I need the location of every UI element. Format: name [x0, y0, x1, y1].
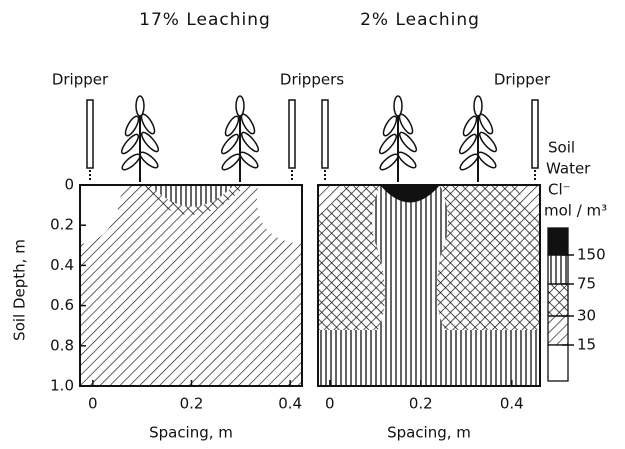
y-tick-label: 0.8: [50, 336, 74, 354]
decorations: [87, 96, 538, 182]
regions-right: [318, 185, 540, 386]
legend-title: Cl⁻: [548, 181, 571, 199]
annotation: Dripper: [52, 71, 109, 89]
x-tick-label: 0.2: [409, 395, 433, 413]
y-tick-label: 0: [64, 176, 74, 194]
x-axis-label: Spacing, m: [387, 424, 471, 442]
panel-title: 2% Leaching: [360, 10, 480, 30]
legend-tick-label: 150: [577, 246, 606, 264]
y-tick-label: 0.6: [50, 296, 74, 314]
legend-tick-label: 75: [577, 275, 596, 293]
x-tick-label: 0: [88, 395, 98, 413]
regions-left: [80, 185, 302, 386]
legend-tick-label: 30: [577, 307, 596, 325]
y-tick-label: 0.2: [50, 216, 74, 234]
x-axis-label: Spacing, m: [149, 424, 233, 442]
y-axis-label: Soil Depth, m: [11, 239, 29, 341]
figure: 17% Leaching 2% Leaching Dripper Dripper…: [0, 0, 625, 445]
x-tick-label: 0.4: [500, 395, 524, 413]
x-tick-label: 0.2: [180, 395, 204, 413]
legend-title: Water: [546, 160, 591, 178]
y-tick-label: 0.4: [50, 256, 74, 274]
legend-tick-label: 15: [577, 336, 596, 354]
legend-title: Soil: [548, 139, 575, 157]
legend-title: mol / m³: [544, 202, 607, 220]
y-tick-label: 1.0: [50, 377, 74, 395]
panel-title: 17% Leaching: [139, 10, 271, 30]
legend-boxes: [548, 228, 568, 381]
x-tick-label: 0.4: [278, 395, 302, 413]
x-tick-label: 0: [325, 395, 335, 413]
annotation: Drippers: [280, 71, 344, 89]
annotation: Dripper: [494, 71, 551, 89]
